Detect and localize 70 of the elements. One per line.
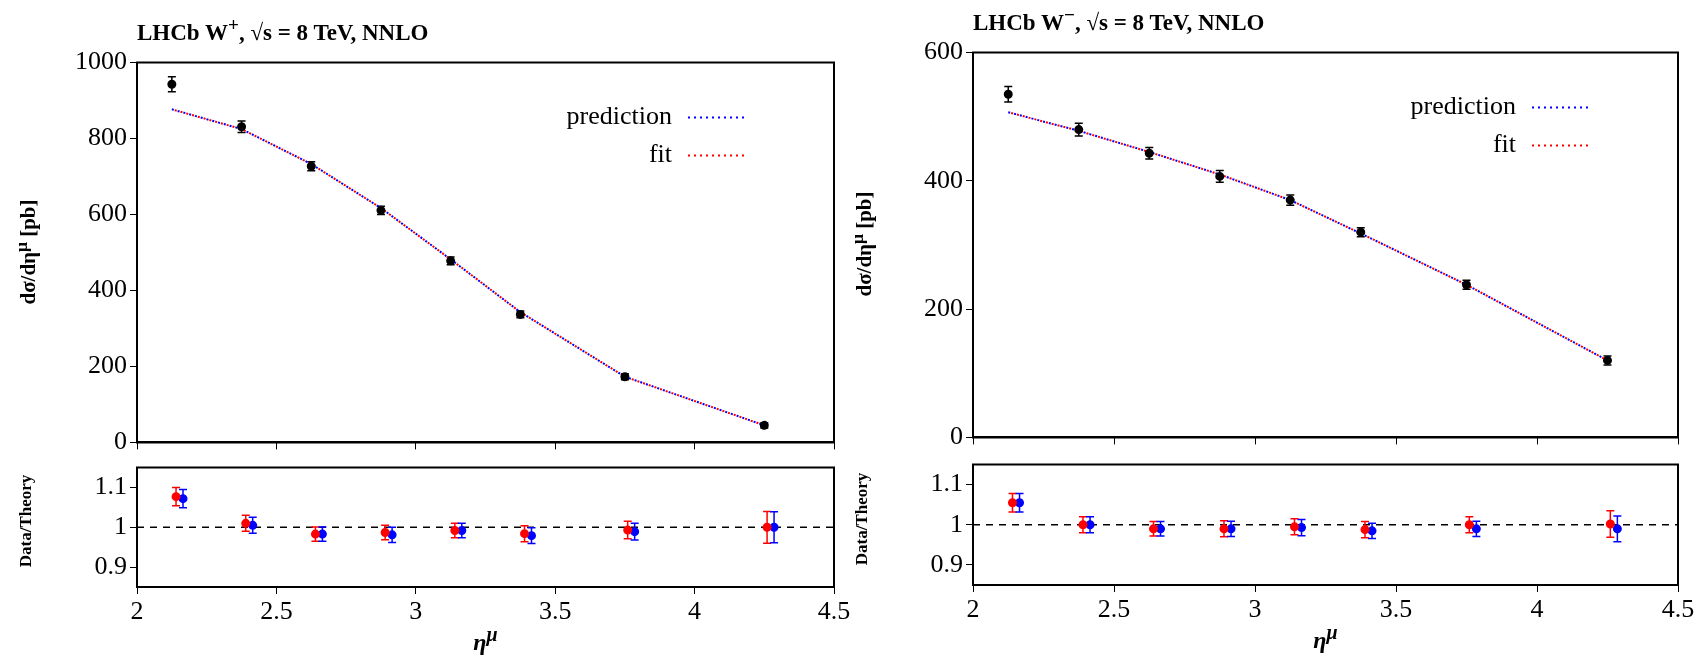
point xyxy=(1367,526,1377,536)
point xyxy=(1605,519,1615,529)
point xyxy=(1085,520,1095,530)
x-axis-title: η$^{μ}$ xyxy=(473,623,498,656)
x-tick-label: 2 xyxy=(966,594,980,624)
x-tick-label: 3.5 xyxy=(538,596,572,626)
x-tick-label: 2.5 xyxy=(1097,594,1131,624)
y-tick-label: 600 xyxy=(924,36,963,66)
point xyxy=(1289,522,1299,532)
x-tick-label: 4.5 xyxy=(817,596,851,626)
x-tick-label: 3.5 xyxy=(1379,594,1413,624)
y-axis-title: Data/Theory xyxy=(16,474,36,568)
y-tick-label: 400 xyxy=(88,274,127,304)
point xyxy=(450,525,460,535)
point xyxy=(1003,89,1013,99)
point xyxy=(171,492,181,502)
x-tick-label: 3 xyxy=(1248,594,1262,624)
legend-label: fit xyxy=(1492,129,1517,159)
point xyxy=(1297,523,1307,533)
point xyxy=(1471,524,1481,534)
point xyxy=(1015,498,1025,508)
point xyxy=(167,79,177,89)
legend-label: prediction xyxy=(1410,91,1516,121)
y-tick-label: 200 xyxy=(924,292,963,322)
y-tick-label: 0 xyxy=(114,426,127,456)
y-tick-label: 1000 xyxy=(75,46,127,76)
chart-title: LHCb W$^{−}$, √s = 8 TeV, NNLO xyxy=(973,4,1265,36)
point xyxy=(520,529,530,539)
y-tick-label: 600 xyxy=(88,198,127,228)
point xyxy=(630,527,640,537)
point xyxy=(1464,520,1474,530)
x-tick-label: 4 xyxy=(1530,594,1544,624)
y-tick-label: 1 xyxy=(950,508,963,538)
point xyxy=(241,518,251,528)
y-tick-label: 0.9 xyxy=(930,548,963,578)
point xyxy=(1148,524,1158,534)
x-tick-label: 4.5 xyxy=(1661,594,1695,624)
y-tick-label: 400 xyxy=(924,164,963,194)
point xyxy=(380,527,390,537)
y-tick-label: 1 xyxy=(114,511,127,541)
legend-label: prediction xyxy=(566,101,672,131)
point xyxy=(623,525,633,535)
x-tick-label: 2 xyxy=(130,596,144,626)
point xyxy=(178,494,188,504)
y-tick-label: 1.1 xyxy=(930,468,963,498)
point xyxy=(248,520,258,530)
point xyxy=(457,525,467,535)
x-tick-label: 4 xyxy=(688,596,702,626)
legend-label: fit xyxy=(648,139,673,169)
x-tick-label: 2.5 xyxy=(260,596,293,626)
point xyxy=(1007,498,1017,508)
point xyxy=(769,522,779,532)
point xyxy=(1612,524,1622,534)
y-tick-label: 800 xyxy=(88,122,127,152)
y-tick-label: 1.1 xyxy=(94,471,127,501)
point xyxy=(762,522,772,532)
point xyxy=(1360,525,1370,535)
point xyxy=(1156,524,1166,534)
point xyxy=(387,530,397,540)
y-tick-label: 0 xyxy=(950,421,963,451)
point xyxy=(527,531,536,541)
chart-title: LHCb W$^{+}$, √s = 8 TeV, NNLO xyxy=(137,14,429,46)
x-axis-title: η$^{μ}$ xyxy=(1313,621,1338,654)
y-tick-label: 0.9 xyxy=(94,550,127,580)
point xyxy=(1078,520,1088,530)
point xyxy=(1219,524,1229,534)
y-tick-label: 200 xyxy=(88,350,127,380)
point xyxy=(1226,524,1236,534)
x-tick-label: 3 xyxy=(409,596,423,626)
y-axis-title: Data/Theory xyxy=(852,472,872,565)
